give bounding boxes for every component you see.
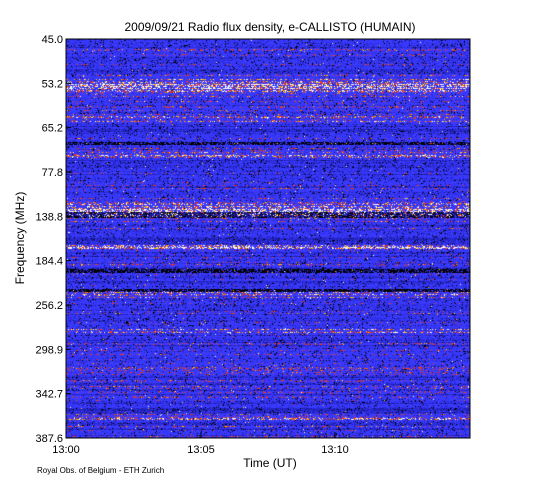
spectrogram-plot-area xyxy=(65,38,471,439)
y-axis-label: Frequency (MHz) xyxy=(13,192,27,285)
y-tick-label: 342.7 xyxy=(35,389,63,401)
spectrogram-heatmap xyxy=(66,39,470,438)
x-axis-label: Time (UT) xyxy=(243,456,297,470)
x-tick-label: 13:00 xyxy=(52,444,80,456)
credit-text: Royal Obs. of Belgium - ETH Zurich xyxy=(37,466,165,475)
chart-title: 2009/09/21 Radio flux density, e-CALLIST… xyxy=(124,20,415,34)
y-axis: 45.0 53.2 65.2 77.8 138.8 184.4 256.2 298.9 342.… xyxy=(35,34,71,445)
x-tick-label: 13:05 xyxy=(187,444,215,456)
y-tick-label: 298.9 xyxy=(35,344,63,356)
y-tick-label: 387.6 xyxy=(35,433,63,445)
x-axis: 13:00 13:05 13:10 xyxy=(52,432,349,456)
y-tick-label: 53.2 xyxy=(42,78,63,90)
plot-frame xyxy=(65,38,471,439)
y-tick-label: 65.2 xyxy=(42,123,63,135)
y-tick-label: 256.2 xyxy=(35,300,63,312)
y-tick-label: 138.8 xyxy=(35,211,63,223)
y-tick-label: 184.4 xyxy=(35,256,63,268)
x-tick-label: 13:10 xyxy=(321,444,349,456)
y-tick-label: 77.8 xyxy=(42,167,63,179)
y-tick-label: 45.0 xyxy=(42,34,63,46)
